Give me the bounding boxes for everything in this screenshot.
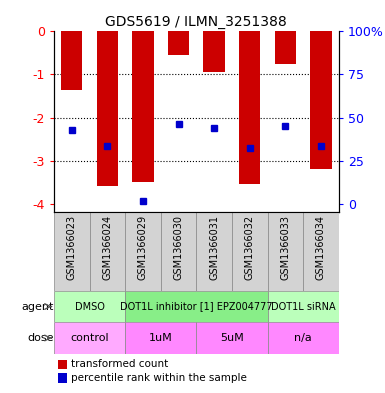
Text: DOT1L inhibitor [1] EPZ004777: DOT1L inhibitor [1] EPZ004777 <box>120 301 273 312</box>
Bar <box>97 31 118 186</box>
Bar <box>239 31 260 184</box>
Text: GSM1366031: GSM1366031 <box>209 215 219 279</box>
Bar <box>232 212 268 291</box>
Text: control: control <box>70 333 109 343</box>
Text: GSM1366030: GSM1366030 <box>174 215 184 279</box>
Bar <box>54 212 90 291</box>
Bar <box>268 291 339 322</box>
Bar <box>125 322 196 354</box>
Text: agent: agent <box>22 301 54 312</box>
Bar <box>203 31 225 72</box>
Bar <box>268 212 303 291</box>
Bar <box>61 31 82 90</box>
Text: DOT1L siRNA: DOT1L siRNA <box>271 301 335 312</box>
Text: GSM1366034: GSM1366034 <box>316 215 326 279</box>
Bar <box>54 322 125 354</box>
Text: DMSO: DMSO <box>75 301 104 312</box>
Bar <box>161 212 196 291</box>
Bar <box>168 31 189 55</box>
Bar <box>275 31 296 64</box>
Bar <box>196 322 268 354</box>
Bar <box>54 291 125 322</box>
Text: 5uM: 5uM <box>220 333 244 343</box>
Text: 1uM: 1uM <box>149 333 172 343</box>
Bar <box>268 322 339 354</box>
Text: GSM1366032: GSM1366032 <box>245 215 255 280</box>
Text: GSM1366024: GSM1366024 <box>102 215 112 280</box>
Bar <box>125 212 161 291</box>
Text: GSM1366023: GSM1366023 <box>67 215 77 280</box>
Text: GSM1366029: GSM1366029 <box>138 215 148 280</box>
Text: n/a: n/a <box>294 333 312 343</box>
Text: percentile rank within the sample: percentile rank within the sample <box>71 373 247 383</box>
Text: transformed count: transformed count <box>71 359 169 369</box>
Title: GDS5619 / ILMN_3251388: GDS5619 / ILMN_3251388 <box>105 15 287 29</box>
Bar <box>125 291 268 322</box>
Bar <box>132 31 154 182</box>
Text: GSM1366033: GSM1366033 <box>280 215 290 279</box>
Bar <box>310 31 332 169</box>
Bar <box>303 212 339 291</box>
Bar <box>90 212 125 291</box>
Bar <box>196 212 232 291</box>
Text: dose: dose <box>27 333 54 343</box>
